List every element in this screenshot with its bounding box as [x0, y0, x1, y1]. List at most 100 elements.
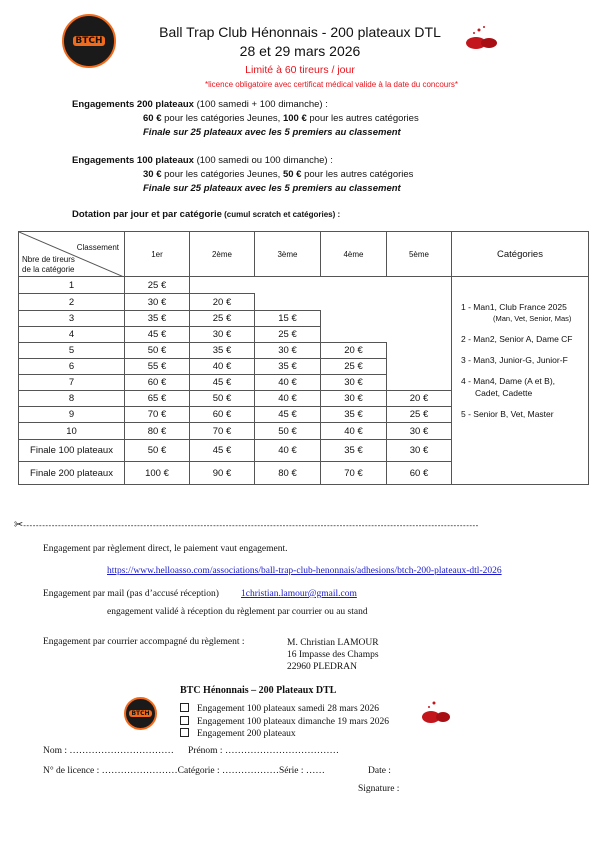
prize-cell: 50 €: [254, 422, 321, 440]
checkbox[interactable]: [180, 715, 189, 725]
header-4: 4ème: [320, 231, 387, 277]
table-row: 9 70 €60 €45 €35 €25 €: [18, 406, 589, 423]
licence-field[interactable]: N° de licence : ……………………Catégorie : ……………: [43, 766, 325, 776]
category-item: 4 - Man4, Dame (A et B), Cadet, Cadette: [461, 376, 588, 398]
header-2: 2ème: [189, 231, 255, 277]
prize-cell: 50 €: [124, 439, 190, 462]
price: 50 €: [282, 169, 302, 180]
prize-cell: 40 €: [254, 390, 321, 407]
prize-cell: 25 €: [386, 406, 452, 423]
empty-cell: [387, 343, 452, 359]
prize-cell: 40 €: [189, 358, 255, 375]
prize-cell: 60 €: [189, 406, 255, 423]
licence-note: *licence obligatoire avec certificat méd…: [205, 80, 459, 89]
option-samedi[interactable]: Engagement 100 plateaux samedi 28 mars 2…: [180, 703, 389, 716]
address-line: 22960 PLEDRAN: [287, 662, 357, 672]
detail: (100 samedi ou 100 dimanche) :: [193, 155, 333, 166]
prize-cell: 20 €: [320, 342, 387, 359]
clay-target-icon: [422, 701, 450, 723]
prize-cell: 60 €: [124, 374, 190, 391]
category-line: 4 - Man4, Dame (A et B),: [461, 375, 556, 386]
scissors-icon: ✂: [14, 519, 24, 531]
prize-cell: 25 €: [320, 358, 387, 375]
address-line: 16 Impasse des Champs: [287, 650, 379, 660]
direct-payment-text: Engagement par règlement direct, le paie…: [43, 544, 288, 554]
prize-cell: 30 €: [386, 439, 452, 462]
coupon-title: BTC Hénonnais – 200 Plateaux DTL: [180, 685, 337, 696]
engagement-200-prices: 60 € pour les catégories Jeunes, 100 € p…: [143, 113, 419, 124]
header-row: Classement Nbre de tireurs de la catégori…: [18, 231, 589, 277]
header-5: 5ème: [386, 231, 452, 277]
checkbox[interactable]: [180, 703, 189, 712]
heading: Dotation par jour et par catégorie: [72, 209, 222, 220]
prize-cell: 25 €: [124, 276, 190, 294]
mail-note: engagement validé à réception du règleme…: [107, 607, 368, 617]
post-label: Engagement par courrier accompagné du rè…: [43, 637, 245, 647]
empty-cell: [321, 277, 387, 294]
row-label: 3: [18, 310, 125, 327]
detail: (100 samedi + 100 dimanche) :: [193, 99, 328, 110]
empty-cell: [387, 311, 452, 327]
corner-cell: Classement Nbre de tireurs de la catégori…: [18, 231, 125, 277]
dotation-heading: Dotation par jour et par catégorie (cumu…: [72, 209, 340, 220]
prize-cell: 30 €: [254, 342, 321, 359]
prize-cell: 30 €: [124, 293, 190, 311]
prize-cell: 30 €: [320, 390, 387, 407]
prize-cell: 65 €: [124, 390, 190, 407]
prize-cell: 35 €: [254, 358, 321, 375]
empty-cell: [255, 294, 321, 311]
header-3: 3ème: [254, 231, 321, 277]
postal-address: M. Christian LAMOUR 16 Impasse des Champ…: [287, 637, 379, 673]
corner-top: Classement: [76, 243, 119, 252]
engagement-200-heading: Engagements 200 plateaux (100 samedi + 1…: [72, 99, 328, 110]
prize-cell: 35 €: [320, 439, 387, 462]
prize-cell: 35 €: [124, 310, 190, 327]
page-title: Ball Trap Club Hénonnais - 200 plateaux …: [159, 24, 441, 40]
text: pour les autres catégories: [301, 169, 414, 180]
diagonal-line: [19, 232, 124, 277]
table-row: 6 55 €40 €35 €25 €: [18, 358, 589, 375]
nom-field[interactable]: Nom : ……………………………: [43, 746, 174, 756]
prize-cell: 30 €: [189, 326, 255, 343]
empty-cell: [387, 327, 452, 343]
row-label: 10: [18, 422, 125, 440]
row-label: 5: [18, 342, 125, 359]
prize-cell: 40 €: [320, 422, 387, 440]
date-field[interactable]: Date :: [368, 766, 391, 776]
price: 30 €: [143, 169, 162, 180]
category-item: 5 - Senior B, Vet, Master: [461, 409, 588, 419]
heading: Engagements 200 plateaux: [72, 99, 194, 110]
empty-cell: [255, 277, 321, 294]
prize-cell: 55 €: [124, 358, 190, 375]
engagement-100-prices: 30 € pour les catégories Jeunes, 50 € po…: [143, 169, 413, 180]
header-categories: Catégories: [451, 231, 589, 277]
checkbox[interactable]: [180, 728, 189, 737]
row-label: 8: [18, 390, 125, 407]
logo-text: BTCH: [129, 710, 152, 717]
engagement-200-finale: Finale sur 25 plateaux avec les 5 premie…: [143, 127, 401, 138]
prize-cell: 100 €: [124, 461, 190, 485]
prize-cell: 20 €: [386, 390, 452, 407]
prize-cell: 40 €: [254, 374, 321, 391]
prize-table: Classement Nbre de tireurs de la catégori…: [18, 231, 589, 485]
option-200[interactable]: Engagement 200 plateaux: [180, 728, 389, 741]
empty-cell: [321, 294, 387, 311]
prenom-field[interactable]: Prénom : ………………………………: [188, 746, 339, 756]
helloasso-link[interactable]: https://www.helloasso.com/associations/b…: [107, 566, 502, 576]
table-row: 3 35 €25 €15 €: [18, 310, 589, 327]
option-dimanche[interactable]: Engagement 100 plateaux dimanche 19 mars…: [180, 715, 389, 729]
prize-cell: 45 €: [189, 374, 255, 391]
prize-cell: 30 €: [320, 374, 387, 391]
email-link[interactable]: 1christian.lamour@gmail.com: [241, 589, 357, 599]
prize-cell: 80 €: [124, 422, 190, 440]
prize-cell: 45 €: [189, 439, 255, 462]
engagement-100-heading: Engagements 100 plateaux (100 samedi ou …: [72, 155, 333, 166]
category-item: 3 - Man3, Junior-G, Junior-F: [461, 355, 588, 365]
option-label: Engagement 100 plateaux samedi 28 mars 2…: [197, 704, 380, 714]
prize-cell: 45 €: [124, 326, 190, 343]
prize-cell: 70 €: [124, 406, 190, 423]
price: 100 €: [282, 113, 307, 124]
signature-field[interactable]: Signature :: [358, 784, 400, 794]
prize-cell: 50 €: [124, 342, 190, 359]
